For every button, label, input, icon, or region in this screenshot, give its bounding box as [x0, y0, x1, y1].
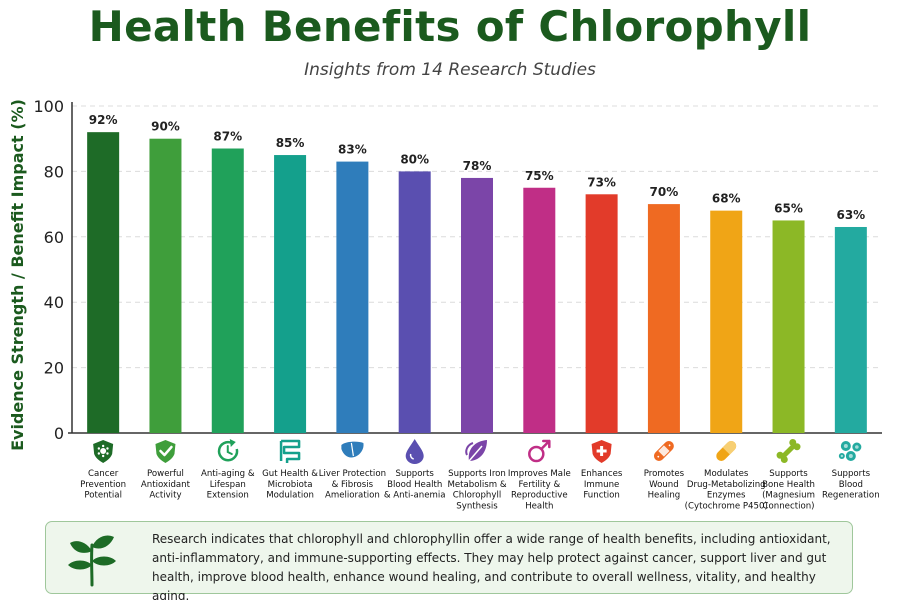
bar [585, 194, 618, 433]
bar-value-label: 87% [213, 130, 242, 144]
axes: 0 20 40 60 80 100 [33, 97, 882, 443]
x-tick-label: Promotes Wound Healing [644, 469, 685, 501]
bar-value-label: 65% [774, 201, 803, 215]
bar [149, 138, 182, 433]
shield-virus-icon [93, 440, 114, 463]
bandage-icon [653, 441, 674, 461]
x-tick-label: Enhances Immune Function [581, 469, 623, 501]
bar [772, 220, 805, 433]
x-tick-label: Supports Iron Metabolism & Chlorophyll Synt… [447, 469, 506, 511]
y-tick-label: 40 [44, 293, 64, 312]
bar [461, 177, 493, 433]
x-tick-label: Modulates Drug-Metabolizing Enzymes (Cytoch… [685, 469, 768, 511]
blood-cells-icon [838, 441, 862, 461]
bar-value-label: 63% [836, 208, 865, 222]
bar-value-label: 90% [151, 120, 180, 134]
x-tick-label: Supports Blood Health & Anti-anemia [384, 469, 446, 501]
bar [523, 187, 556, 433]
x-tick-label: Liver Protection & Fibrosis Amelioration [319, 469, 386, 501]
bar [834, 226, 867, 433]
male-symbol-icon [528, 439, 551, 463]
shield-plus-icon [591, 440, 612, 463]
bar-value-label: 70% [650, 185, 679, 199]
bar-value-label: 68% [712, 192, 741, 206]
x-tick-label: Anti-aging & Lifespan Extension [201, 469, 255, 501]
y-tick-label: 60 [44, 228, 64, 247]
y-tick-label: 100 [33, 97, 64, 116]
bar-value-label: 73% [587, 175, 616, 189]
leaf-icon [465, 440, 487, 462]
bar [87, 132, 120, 433]
x-tick-label: Gut Health & Microbiota Modulation [262, 469, 318, 501]
x-tick-label: Improves Male Fertility & Reproductive Heal… [508, 469, 571, 511]
bar-value-label: 92% [89, 113, 118, 127]
category-icons: Cancer Prevention Potential Powerful Antioxi… [80, 439, 880, 511]
bar [336, 161, 369, 433]
y-tick-label: 80 [44, 162, 64, 181]
bar [398, 171, 431, 433]
shield-check-icon [155, 440, 176, 463]
y-tick-label: 0 [54, 424, 64, 443]
bar [211, 148, 244, 433]
bar-chart: 0 20 40 60 80 100 92% 90% 87% 85% 83% 80% 78% 75% 73%… [8, 97, 882, 511]
liver-icon [341, 441, 364, 458]
x-tick-label: Powerful Antioxidant Activity [141, 469, 191, 501]
blood-drop-icon [405, 439, 424, 464]
intestine-icon [279, 439, 301, 463]
pill-icon [716, 441, 737, 461]
x-tick-label: Cancer Prevention Potential [80, 469, 126, 501]
plant-sprout-icon [68, 535, 116, 587]
y-tick-label: 20 [44, 359, 64, 378]
bar-value-label: 75% [525, 169, 554, 183]
bar [647, 204, 680, 433]
chart-subtitle: Insights from 14 Research Studies [304, 60, 596, 80]
y-axis-label: Evidence Strength / Benefit Impact (%) [8, 99, 27, 451]
bone-icon [776, 439, 801, 463]
x-tick-label: Supports Bone Health (Magnesium Connection) [762, 469, 815, 511]
bars: 92% 90% 87% 85% 83% 80% 78% 75% 73% 70% 68% 65% 63% [87, 113, 867, 434]
bar-value-label: 85% [276, 136, 305, 150]
bar-value-label: 83% [338, 143, 367, 157]
bar-value-label: 80% [400, 152, 429, 166]
summary-text: Research indicates that chlorophyll and … [152, 532, 831, 600]
bar [274, 155, 307, 434]
clock-refresh-icon [217, 439, 239, 462]
chart-title: Health Benefits of Chlorophyll [88, 2, 812, 51]
bar [710, 210, 743, 433]
x-tick-label: Supports Blood Regeneration [822, 469, 880, 501]
bar-value-label: 78% [463, 159, 492, 173]
summary-note: Research indicates that chlorophyll and … [45, 521, 853, 600]
